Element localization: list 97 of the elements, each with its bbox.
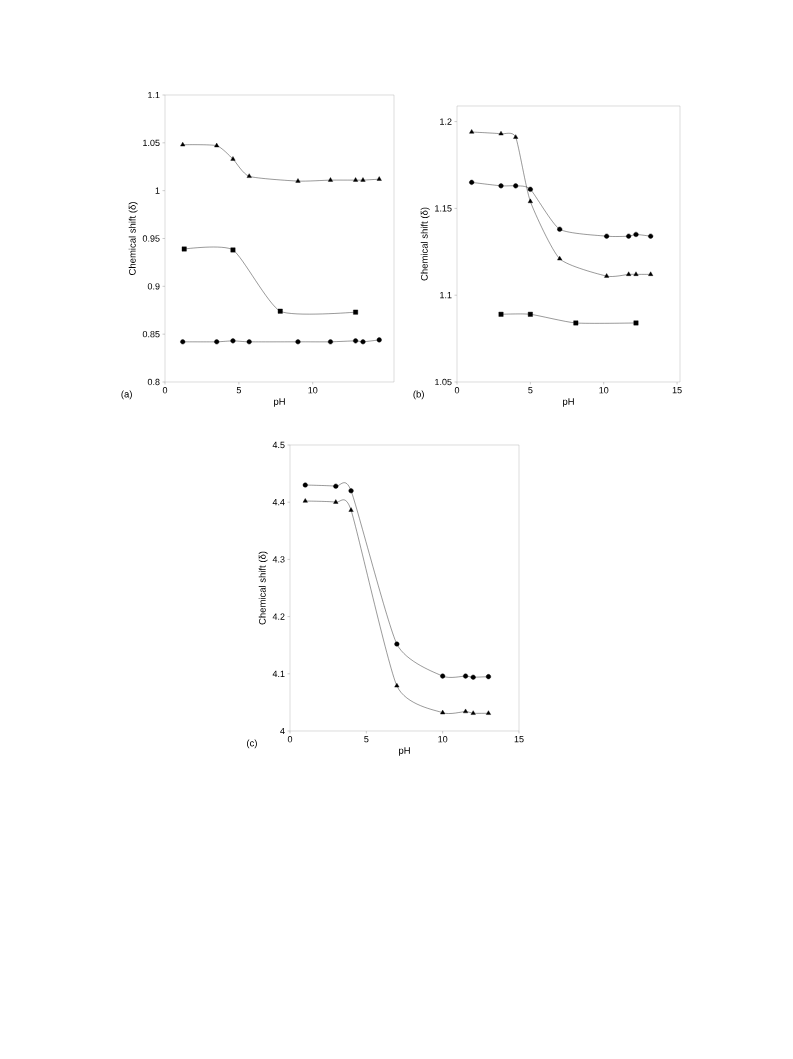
text: (b) bbox=[413, 390, 424, 400]
point bbox=[230, 338, 236, 344]
x-tick-label: 15 bbox=[672, 387, 682, 394]
point bbox=[513, 134, 519, 139]
point bbox=[277, 308, 283, 314]
y-tick-label: 4.4 bbox=[272, 499, 285, 506]
y-tick-label: 0.8 bbox=[147, 378, 160, 386]
point bbox=[648, 271, 654, 276]
point bbox=[469, 129, 475, 134]
point bbox=[633, 320, 639, 326]
x-tick-label: 10 bbox=[599, 387, 609, 394]
y-tick-label: 1.05 bbox=[143, 139, 160, 147]
point bbox=[246, 339, 252, 345]
point bbox=[353, 309, 358, 315]
point bbox=[360, 177, 366, 182]
point bbox=[527, 198, 533, 203]
point bbox=[648, 233, 654, 239]
point bbox=[527, 311, 533, 317]
point bbox=[469, 179, 475, 185]
x-axis-title: pH bbox=[274, 398, 285, 407]
point bbox=[180, 339, 186, 345]
y-tick-label: 4.3 bbox=[272, 556, 285, 563]
y-tick-label: 0.9 bbox=[147, 283, 160, 290]
point bbox=[463, 673, 469, 679]
y-tick-label: 4 bbox=[280, 727, 285, 735]
point bbox=[348, 507, 354, 512]
y-tick-label: 4.1 bbox=[272, 670, 285, 677]
y-tick-label: 1 bbox=[155, 187, 160, 194]
point bbox=[181, 246, 187, 252]
point bbox=[498, 311, 504, 317]
point bbox=[214, 339, 220, 345]
point bbox=[463, 708, 469, 714]
point bbox=[353, 177, 359, 182]
x-tick-label: 5 bbox=[528, 387, 533, 394]
point bbox=[360, 339, 366, 345]
y-tick-label: 4.5 bbox=[272, 441, 285, 449]
point bbox=[327, 339, 333, 345]
point bbox=[604, 273, 610, 278]
y-tick-label: 1.15 bbox=[435, 205, 452, 212]
text: (c) bbox=[246, 739, 257, 749]
point bbox=[633, 231, 639, 237]
x-tick-label: 5 bbox=[364, 736, 369, 743]
point bbox=[633, 271, 639, 276]
point bbox=[353, 338, 359, 344]
point bbox=[295, 178, 301, 183]
y-axis-title: Chemical shift (δ) bbox=[420, 207, 430, 281]
point bbox=[394, 683, 400, 688]
point bbox=[376, 337, 382, 343]
point bbox=[230, 247, 236, 253]
point bbox=[573, 320, 579, 326]
y-tick-label: 4.2 bbox=[272, 613, 285, 620]
point bbox=[604, 233, 610, 239]
point bbox=[626, 233, 632, 239]
point bbox=[486, 710, 491, 715]
point bbox=[328, 177, 333, 182]
y-tick-label: 1.2 bbox=[440, 118, 452, 125]
point bbox=[230, 156, 236, 161]
point bbox=[333, 499, 339, 504]
point bbox=[626, 271, 632, 276]
point bbox=[498, 130, 504, 136]
point bbox=[440, 673, 446, 679]
point bbox=[180, 141, 186, 147]
y-tick-label: 0.85 bbox=[142, 330, 160, 338]
point bbox=[394, 641, 400, 647]
point bbox=[498, 183, 504, 189]
point bbox=[333, 483, 339, 489]
point bbox=[214, 142, 220, 148]
point bbox=[302, 498, 308, 503]
y-tick-label: 1.1 bbox=[148, 91, 160, 99]
point bbox=[246, 173, 252, 178]
text: (a) bbox=[121, 390, 132, 400]
x-tick-label: 10 bbox=[308, 387, 318, 394]
x-tick-label: 15 bbox=[514, 736, 524, 743]
x-tick-label: 10 bbox=[438, 736, 448, 743]
y-axis-title: Chemical shift (δ) bbox=[258, 551, 268, 625]
y-axis-title: Chemical shift (δ) bbox=[128, 202, 138, 275]
point bbox=[440, 709, 446, 715]
point bbox=[376, 176, 382, 181]
point bbox=[302, 482, 308, 488]
y-tick-label: 1.05 bbox=[435, 378, 452, 386]
x-axis-title: pH bbox=[399, 747, 410, 756]
point bbox=[557, 226, 563, 232]
point bbox=[470, 674, 476, 680]
y-tick-label: 1.1 bbox=[440, 292, 452, 299]
point bbox=[470, 710, 476, 715]
y-tick-label: 0.95 bbox=[142, 235, 160, 242]
point bbox=[485, 674, 491, 680]
x-tick-label: 5 bbox=[236, 387, 241, 394]
x-axis-title: pH bbox=[563, 398, 574, 407]
x-tick-label: 0 bbox=[287, 736, 293, 743]
x-tick-label: 0 bbox=[162, 387, 168, 394]
point bbox=[348, 488, 354, 494]
point bbox=[513, 183, 519, 189]
point bbox=[557, 255, 563, 261]
x-tick-label: 0 bbox=[454, 387, 460, 394]
point bbox=[295, 339, 301, 345]
point bbox=[527, 186, 533, 192]
